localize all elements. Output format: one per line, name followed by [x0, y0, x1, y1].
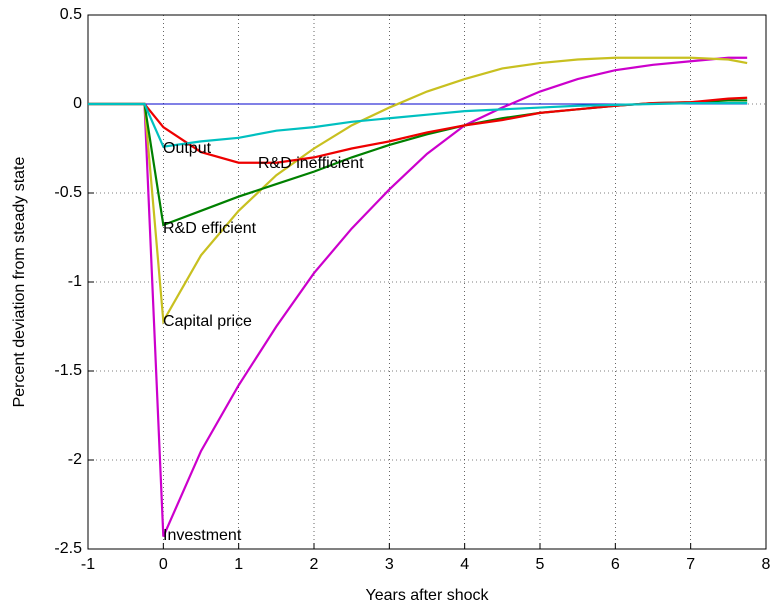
x-tick-label: 0 [159, 556, 168, 573]
series-label: Output [163, 140, 212, 157]
series-label: Investment [163, 527, 242, 544]
y-tick-label: -2 [68, 451, 82, 468]
x-tick-label: 2 [310, 556, 319, 573]
x-axis-label: Years after shock [365, 587, 489, 604]
series-line [88, 56, 748, 537]
series-label: R&D efficient [163, 220, 257, 237]
y-tick-label: 0 [73, 95, 82, 112]
x-tick-label: 1 [234, 556, 243, 573]
series-label: R&D inefficient [258, 155, 364, 172]
series-line [88, 102, 748, 148]
x-tick-label: -1 [81, 556, 95, 573]
x-tick-label: 6 [611, 556, 620, 573]
x-tick-label: 8 [762, 556, 771, 573]
x-tick-label: 3 [385, 556, 394, 573]
y-tick-label: -0.5 [54, 184, 82, 201]
plot-frame [87, 14, 767, 550]
y-tick-label: 0.5 [60, 6, 82, 23]
y-tick-label: -1.5 [54, 362, 82, 379]
x-tick-label: 4 [460, 556, 469, 573]
series-label: Capital price [163, 313, 252, 330]
x-tick-label: 5 [536, 556, 545, 573]
series-line [88, 56, 748, 325]
y-tick-label: -2.5 [54, 540, 82, 557]
y-tick-label: -1 [68, 273, 82, 290]
y-axis-label: Percent deviation from steady state [11, 157, 28, 408]
x-tick-label: 7 [686, 556, 695, 573]
